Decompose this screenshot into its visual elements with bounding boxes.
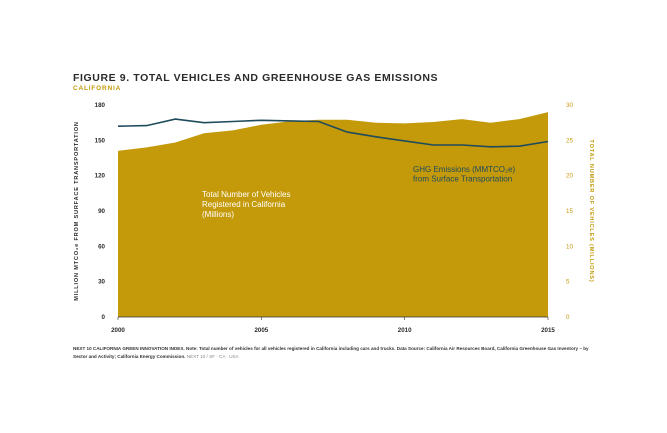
series-label-line: from Surface Transportation <box>413 175 512 184</box>
ghg-emissions-line <box>117 118 549 148</box>
x-tick-label: 2000 <box>111 327 125 334</box>
left-axis-label: MILLION MTCO₂e FROM SURFACE TRANSPORTATI… <box>74 121 80 300</box>
x-tick-label: 2010 <box>398 327 412 334</box>
figure-title: FIGURE 9. TOTAL VEHICLES AND GREENHOUSE … <box>73 72 439 84</box>
right-tick-label: 25 <box>566 137 573 144</box>
x-tick-label: 2015 <box>541 327 555 334</box>
left-tick-label: 150 <box>95 137 106 144</box>
right-tick-label: 5 <box>566 279 570 286</box>
left-tick-label: 90 <box>98 208 105 215</box>
line-layer <box>117 118 549 148</box>
right-tick-label: 15 <box>566 208 573 215</box>
footnote-tail: NEXT 10 / SF · CA · USA <box>186 353 239 359</box>
left-tick-label: 0 <box>102 314 106 321</box>
series-label-line: GHG Emissions (MMTCO₂e) <box>413 165 516 174</box>
right-axis-label: TOTAL NUMBER OF VEHICLES (MILLIONS) <box>588 140 594 283</box>
line-series-label: GHG Emissions (MMTCO₂e) from Surface Tran… <box>413 165 516 184</box>
vehicles-area <box>118 112 548 317</box>
right-tick-label: 0 <box>566 314 570 321</box>
left-tick-label: 60 <box>98 243 105 250</box>
right-tick-label: 30 <box>566 102 573 109</box>
x-axis-ticks: 2000 2005 2010 2015 <box>111 317 555 334</box>
figure-subtitle: CALIFORNIA <box>73 85 122 92</box>
right-axis-ticks: 0 5 10 15 20 25 30 <box>566 102 573 321</box>
left-tick-label: 180 <box>95 102 106 109</box>
footnote-note: Note: Total number of vehicles for all v… <box>73 346 589 359</box>
series-label-line: Total Number of Vehicles <box>202 190 291 199</box>
area-layer <box>118 112 548 317</box>
footnote-source: NEXT 10 CALIFORNIA GREEN INNOVATION INDE… <box>73 346 185 351</box>
area-series-label: Total Number of Vehicles Registered in Ca… <box>202 190 291 219</box>
series-label-line: Registered in California <box>202 200 286 209</box>
left-axis-ticks: 0 30 60 90 120 150 180 <box>95 102 106 321</box>
right-tick-label: 20 <box>566 173 573 180</box>
series-label-line: (Millions) <box>202 210 234 219</box>
x-tick-label: 2005 <box>254 327 268 334</box>
footnote: NEXT 10 CALIFORNIA GREEN INNOVATION INDE… <box>73 345 593 360</box>
left-tick-label: 120 <box>95 173 106 180</box>
right-tick-label: 10 <box>566 243 573 250</box>
left-tick-label: 30 <box>98 279 105 286</box>
